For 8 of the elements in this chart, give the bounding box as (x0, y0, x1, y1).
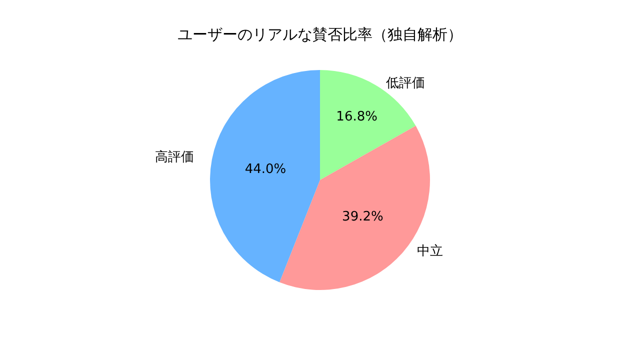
slice-label: 高評価 (155, 149, 194, 165)
data-label: 44.0% (244, 162, 286, 178)
data-label: 39.2% (342, 210, 384, 225)
pie-slice (210, 70, 320, 282)
slice-label: 低評価 (386, 76, 425, 91)
chart-title: ユーザーのリアルな賛否比率（独自解析） (178, 25, 462, 44)
data-label: 16.8% (336, 109, 378, 124)
slice-label: 中立 (417, 243, 443, 259)
